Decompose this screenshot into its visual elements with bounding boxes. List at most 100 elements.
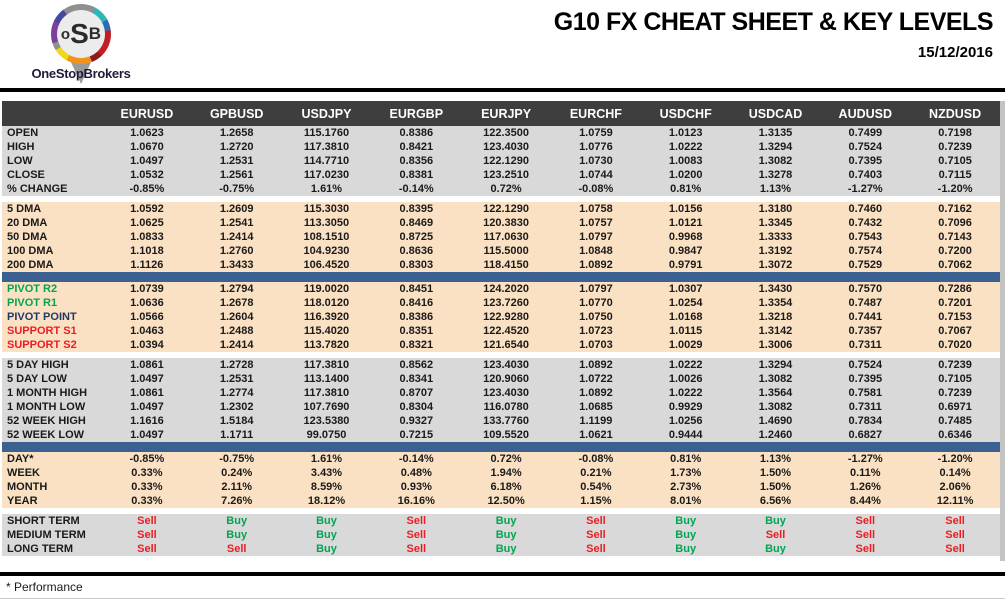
cell: 1.0848 — [579, 245, 613, 257]
column-header: USDCHF — [659, 106, 712, 121]
cell: 104.9230 — [303, 245, 350, 257]
row-label: MONTH — [7, 481, 48, 493]
table-row: PIVOT R2 1.0739 1.2794 119.0020 0.8451 124.20… — [2, 282, 1000, 296]
cell: 0.7395 — [848, 155, 883, 167]
cell: 1.0861 — [130, 359, 164, 371]
cell: 0.9847 — [668, 245, 703, 257]
section-performance: DAY* -0.85% -0.75% 1.61% -0.14% 0.72% -0.08% 0.… — [2, 452, 1000, 508]
cell: 0.8636 — [399, 245, 434, 257]
cell: Sell — [765, 529, 786, 541]
section-signals: SHORT TERM Sell Buy Buy Sell Buy Sell Buy Buy Sel… — [2, 514, 1000, 556]
cell: 0.9327 — [399, 415, 434, 427]
table-row: MEDIUM TERM Sell Buy Buy Sell Buy Sell Buy Sell S… — [2, 528, 1000, 542]
cell: 123.4030 — [483, 141, 530, 153]
cell: 0.8341 — [399, 373, 434, 385]
cell: 1.0750 — [579, 311, 613, 323]
cell: 0.7574 — [848, 245, 883, 257]
cell: -0.75% — [219, 183, 255, 195]
section-pivots: PIVOT R2 1.0739 1.2794 119.0020 0.8451 124.20… — [2, 282, 1000, 352]
row-label: 1 MONTH LOW — [7, 401, 86, 413]
cell: Sell — [137, 529, 157, 541]
cell: 107.7690 — [303, 401, 350, 413]
cell: 1.3345 — [758, 217, 793, 229]
table-row: 52 WEEK HIGH 1.1616 1.5184 123.5380 0.9327 13… — [2, 414, 1000, 428]
cell: 0.7096 — [938, 217, 972, 229]
cell: Buy — [316, 515, 337, 527]
cell: 0.7432 — [848, 217, 883, 229]
cell: 0.93% — [400, 481, 432, 493]
cell: 12.11% — [936, 495, 974, 507]
cell: 133.7760 — [483, 415, 530, 427]
cell: Sell — [855, 529, 876, 541]
cell: 122.1290 — [483, 203, 530, 215]
cell: 1.0797 — [579, 283, 613, 295]
cell: Sell — [945, 543, 965, 555]
cell: 0.7357 — [848, 325, 883, 337]
column-header: EURUSD — [120, 106, 174, 121]
cell: 0.7311 — [848, 339, 882, 351]
cell: 1.2414 — [219, 339, 254, 351]
cell: 1.3082 — [758, 373, 793, 385]
row-label: 52 WEEK LOW — [7, 429, 85, 441]
onestopbrokers-logo: o S B OneStopBrokers — [26, 4, 136, 84]
cell: 124.2020 — [483, 283, 530, 295]
table-row: YEAR 0.33% 7.26% 18.12% 16.16% 12.50% 1.15% 8.0… — [2, 494, 1000, 508]
row-label: 5 DMA — [7, 203, 42, 215]
cell: 117.3810 — [303, 387, 350, 399]
table-row: OPEN 1.0623 1.2658 115.1760 0.8386 122.3500 1.… — [2, 126, 1000, 140]
cell: 123.4030 — [483, 359, 530, 371]
cell: 1.2728 — [219, 359, 254, 371]
cell: 0.7239 — [938, 387, 972, 399]
row-label: 100 DMA — [7, 245, 54, 257]
row-label: 5 DAY LOW — [7, 373, 67, 385]
row-label: WEEK — [7, 467, 40, 479]
cell: 8.01% — [670, 495, 702, 507]
cell: 123.2510 — [483, 169, 530, 181]
cell: 1.0892 — [579, 359, 613, 371]
cell: Sell — [137, 543, 157, 555]
cell: 1.50% — [759, 467, 792, 479]
cell: 1.0532 — [130, 169, 164, 181]
cell: 123.5380 — [303, 415, 350, 427]
cell: 0.7067 — [938, 325, 972, 337]
cell: 0.8303 — [399, 259, 434, 271]
cell: 117.3810 — [303, 359, 350, 371]
table-row: PIVOT R1 1.0636 1.2678 118.0120 0.8416 123.72… — [2, 296, 1000, 310]
cell: 0.7524 — [848, 359, 883, 371]
cell: 0.54% — [580, 481, 612, 493]
cell: Buy — [495, 543, 517, 555]
cell: 1.0200 — [668, 169, 703, 181]
cell: 0.7441 — [848, 311, 883, 323]
cell: 0.33% — [131, 467, 163, 479]
cell: 118.4150 — [483, 259, 529, 271]
logo-letter-o: o — [60, 25, 71, 43]
cell: Buy — [226, 515, 248, 527]
row-label: CLOSE — [7, 169, 45, 181]
cell: 1.3142 — [758, 325, 793, 337]
cell: 1.0121 — [668, 217, 703, 229]
cell: Sell — [945, 529, 965, 541]
section-divider — [2, 272, 1000, 282]
cell: 1.0497 — [130, 373, 164, 385]
cell: 0.48% — [400, 467, 432, 479]
table-row: SHORT TERM Sell Buy Buy Sell Buy Sell Buy Buy Sel… — [2, 514, 1000, 528]
cell: 1.0861 — [130, 387, 164, 399]
cell: 1.0739 — [130, 283, 164, 295]
cell: 1.0670 — [130, 141, 164, 153]
cell: 121.6540 — [483, 339, 530, 351]
cell: 120.9060 — [483, 373, 530, 385]
cell: 7.26% — [221, 495, 253, 507]
cell: 18.12% — [307, 495, 346, 507]
cell: 1.0623 — [130, 127, 164, 139]
table-row: 100 DMA 1.1018 1.2760 104.9230 0.8636 115.500… — [2, 244, 1000, 258]
cell: 0.6827 — [848, 429, 883, 441]
cell: 1.0307 — [668, 283, 703, 295]
cell: 0.7403 — [848, 169, 883, 181]
cell: 113.3050 — [303, 217, 350, 229]
cell: 0.7543 — [848, 231, 883, 243]
table-row: % CHANGE -0.85% -0.75% 1.61% -0.14% 0.72% -0.0… — [2, 182, 1000, 196]
cell: Sell — [137, 515, 157, 527]
cell: 0.8395 — [399, 203, 434, 215]
cell: 1.4690 — [758, 415, 793, 427]
